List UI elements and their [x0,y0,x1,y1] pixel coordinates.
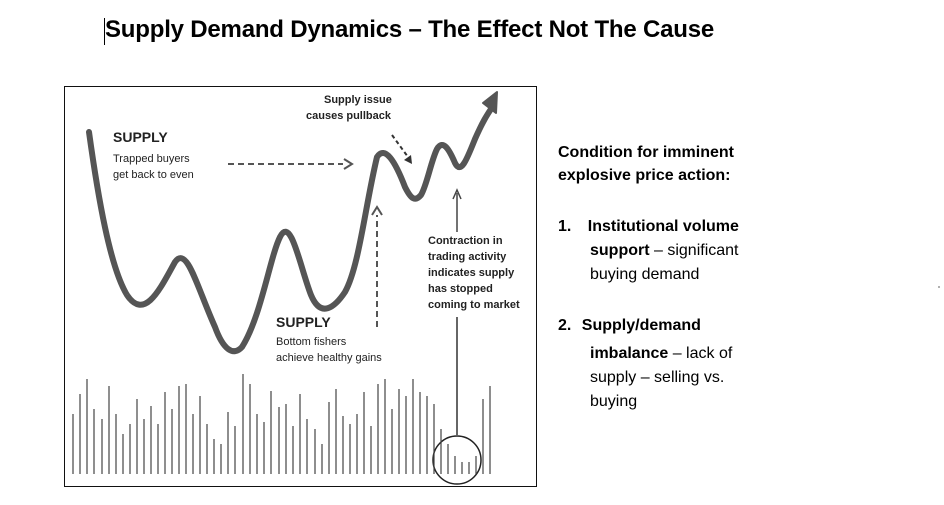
item-1-number: 1. [558,218,572,235]
item-2-bold-a: Supply/demand [581,317,701,334]
volume-bars [72,374,491,474]
item-2-line-3: supply – selling vs. [590,369,725,386]
item-2-line-2: imbalance – lack of [590,342,732,366]
dashed-arrow-vertical-head [371,205,383,216]
trend-arrowhead [482,91,498,114]
contraction-text-4: has stopped [428,283,493,295]
dashed-arrow-pullback [391,134,409,158]
supply-issue-text-1: Supply issue [324,94,392,106]
item-2-bold-b: imbalance [590,345,669,362]
contraction-text-3: indicates supply [428,267,515,279]
supply-top-text-2: get back to even [113,169,194,181]
low-volume-circle [432,435,482,485]
supply-issue-text-2: causes pullback [306,110,391,122]
supply-bottom-heading: SUPPLY [276,314,331,330]
dashed-arrow-pullback-head [404,155,412,164]
stray-dot [938,286,940,288]
supply-top-heading: SUPPLY [113,129,168,145]
condition-heading-2: explosive price action: [558,167,731,184]
item-2-rest-b: – lack of [668,345,733,362]
item-1-bold-b: support [590,242,650,259]
supply-top-text-1: Trapped buyers [113,153,190,165]
contraction-text-1: Contraction in [428,235,503,247]
item-2-line-1: 2. Supply/demand [558,314,701,338]
condition-heading-1: Condition for imminent [558,144,734,161]
supply-bottom-text-2: achieve healthy gains [276,352,382,364]
item-1-line-2: support – significant [590,239,738,263]
contraction-text-5: coming to market [428,299,520,311]
item-2-number: 2. [558,317,572,334]
item-1-line-1: 1. Institutional volume [558,215,739,239]
item-1-bold-a: Institutional volume [587,218,739,235]
item-1-line-3: buying demand [590,266,700,283]
contraction-arrowhead [452,188,462,200]
price-curve [86,106,494,355]
supply-bottom-text-1: Bottom fishers [276,336,347,348]
contraction-text-2: trading activity [428,251,507,263]
slide-title: Supply Demand Dynamics – The Effect Not … [105,16,715,43]
text-cursor [104,18,105,45]
dashed-arrow-horizontal-head [343,158,354,170]
item-2-line-4: buying [590,393,638,410]
diagram-graphic [72,91,498,485]
supply-demand-diagram: SUPPLY Trapped buyers get back to even S… [64,86,537,487]
item-1-rest-b: – significant [649,242,739,259]
